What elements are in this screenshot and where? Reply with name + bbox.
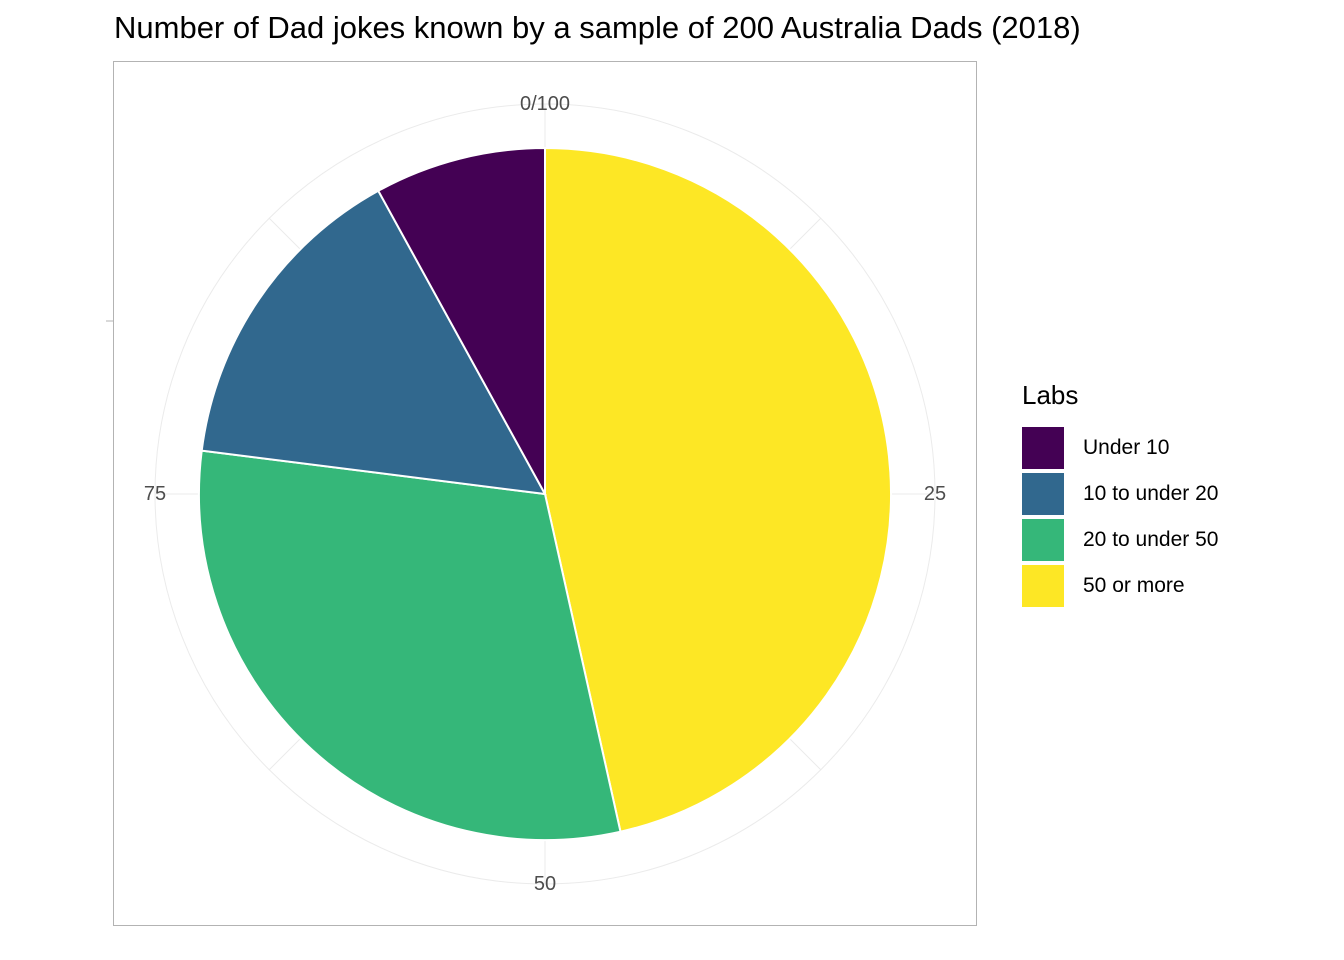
legend-item: 20 to under 50 bbox=[1022, 517, 1218, 563]
legend-swatch bbox=[1022, 473, 1064, 515]
legend-item: Under 10 bbox=[1022, 425, 1218, 471]
tick-label-0: 0/100 bbox=[520, 93, 570, 115]
legend-label: 20 to under 50 bbox=[1083, 528, 1219, 551]
legend-swatch bbox=[1022, 427, 1064, 469]
tick-layer: 0/100 25 50 75 bbox=[144, 93, 946, 895]
legend-item: 10 to under 20 bbox=[1022, 471, 1218, 517]
chart-title: Number of Dad jokes known by a sample of… bbox=[114, 10, 1081, 45]
legend-label: 50 or more bbox=[1083, 574, 1185, 597]
legend-items: Under 10 10 to under 20 20 to under 50 50 o… bbox=[1022, 425, 1218, 609]
legend-swatch bbox=[1022, 519, 1064, 561]
pie-slice-50-or-more bbox=[544, 146, 892, 833]
tick-label-25: 25 bbox=[924, 483, 946, 505]
legend-swatch bbox=[1022, 565, 1064, 607]
pie-slice-10-to-under-20 bbox=[200, 189, 547, 496]
legend-item: 50 or more bbox=[1022, 563, 1218, 609]
legend-label: Under 10 bbox=[1083, 436, 1170, 459]
pie-slice-20-to-under-50 bbox=[198, 449, 622, 842]
tick-label-50: 50 bbox=[534, 873, 556, 895]
legend: Labs Under 10 10 to under 20 20 to under 5… bbox=[1022, 380, 1218, 609]
legend-label: 10 to under 20 bbox=[1083, 482, 1219, 505]
legend-title: Labs bbox=[1022, 380, 1079, 410]
plot-panel bbox=[113, 61, 977, 926]
pie-slice-under-10 bbox=[376, 146, 546, 495]
tick-label-75: 75 bbox=[144, 483, 166, 505]
slice-layer bbox=[198, 146, 892, 842]
